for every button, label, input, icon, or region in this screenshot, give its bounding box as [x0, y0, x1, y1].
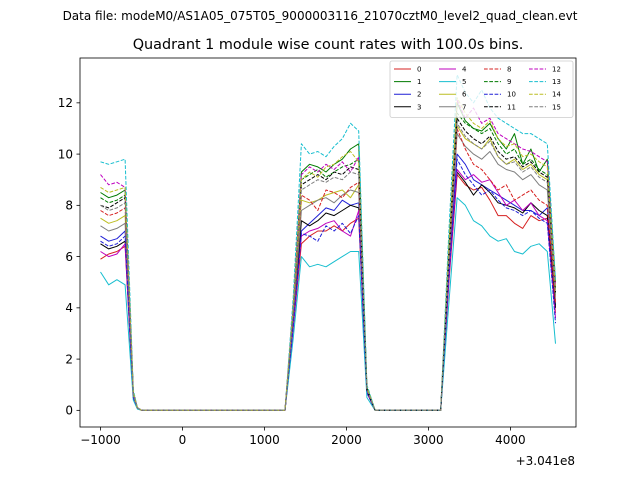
y-tick-label: 6	[65, 250, 73, 264]
x-tick-label: 0	[179, 433, 187, 447]
legend-label-11: 11	[507, 103, 516, 111]
series-line-12	[100, 99, 556, 411]
legend-label-3: 3	[417, 103, 421, 111]
x-tick-label: 3000	[413, 433, 444, 447]
legend-label-0: 0	[417, 66, 421, 74]
y-tick-label: 2	[65, 352, 73, 366]
legend-label-1: 1	[417, 78, 421, 86]
legend-label-2: 2	[417, 91, 421, 99]
legend-label-12: 12	[552, 66, 561, 74]
legend-label-10: 10	[507, 91, 516, 99]
legend-label-9: 9	[507, 78, 511, 86]
x-tick-label: −1000	[80, 433, 121, 447]
chart-title: Quadrant 1 module wise count rates with …	[133, 37, 524, 53]
y-tick-label: 8	[65, 199, 73, 213]
x-axis-offset-label: +3.041e8	[516, 454, 575, 468]
x-tick-label: 1000	[249, 433, 280, 447]
y-tick-label: 0	[65, 404, 73, 418]
x-axis: −1000 0 1000 2000 3000 4000	[80, 427, 526, 447]
legend-label-15: 15	[552, 103, 561, 111]
plot-frame	[79, 57, 577, 428]
data-file-header: Data file: modeM0/AS1A05_075T05_90000031…	[63, 9, 578, 23]
series-line-9	[100, 112, 556, 411]
y-axis: 0 2 4 6 8 10 12	[58, 96, 80, 418]
x-tick-label: 4000	[495, 433, 526, 447]
x-tick-label: 2000	[331, 433, 362, 447]
y-tick-label: 4	[65, 301, 73, 315]
y-tick-label: 10	[58, 147, 73, 161]
legend-label-4: 4	[462, 66, 467, 74]
legend-label-5: 5	[462, 78, 466, 86]
legend-box	[389, 60, 574, 118]
legend-label-7: 7	[462, 103, 466, 111]
legend-label-8: 8	[507, 66, 511, 74]
y-tick-label: 12	[58, 96, 73, 110]
legend-label-13: 13	[552, 78, 561, 86]
series-line-15	[100, 122, 556, 411]
legend-label-6: 6	[462, 91, 467, 99]
series-layer	[100, 74, 556, 411]
legend-label-14: 14	[552, 91, 561, 99]
